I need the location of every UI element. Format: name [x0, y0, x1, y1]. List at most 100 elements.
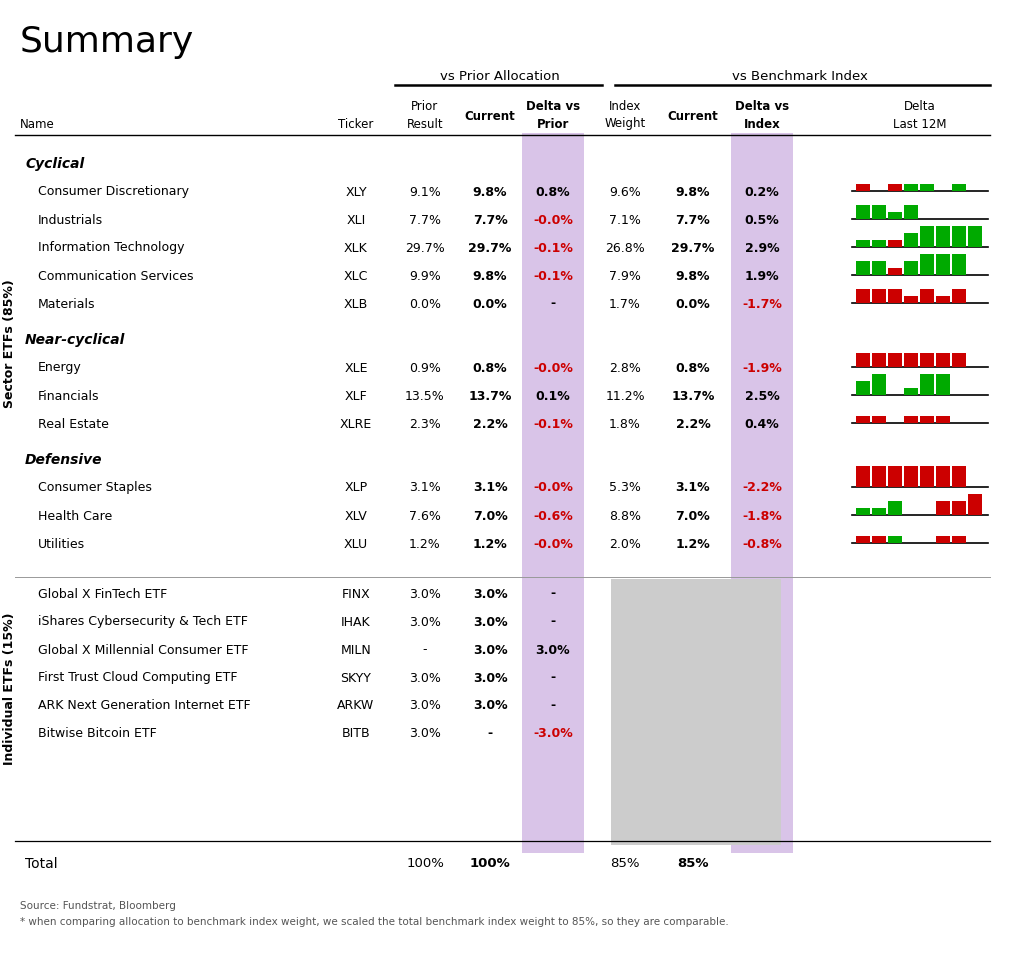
Bar: [952, 290, 966, 304]
Text: 0.0%: 0.0%: [676, 297, 711, 310]
Text: 3.0%: 3.0%: [473, 699, 507, 712]
Bar: [952, 185, 966, 192]
Text: Source: Fundstrat, Bloomberg: Source: Fundstrat, Bloomberg: [20, 900, 176, 910]
Text: 85%: 85%: [610, 857, 640, 869]
Text: 0.0%: 0.0%: [473, 297, 507, 310]
Bar: [856, 537, 870, 543]
Text: 100%: 100%: [407, 857, 444, 869]
Bar: [936, 501, 950, 516]
Text: 0.1%: 0.1%: [536, 389, 570, 402]
Text: 1.2%: 1.2%: [410, 537, 441, 550]
Bar: [952, 467, 966, 488]
Text: Current: Current: [465, 110, 515, 122]
Text: 2.8%: 2.8%: [609, 361, 641, 375]
Text: -1.7%: -1.7%: [742, 297, 782, 310]
Text: -0.6%: -0.6%: [534, 509, 572, 522]
Text: XLP: XLP: [344, 481, 368, 494]
Text: XLE: XLE: [344, 361, 368, 375]
Bar: [936, 537, 950, 543]
Text: 0.8%: 0.8%: [676, 361, 711, 375]
Text: Sector ETFs (85%): Sector ETFs (85%): [3, 279, 16, 408]
Text: -: -: [423, 643, 427, 656]
Text: 2.2%: 2.2%: [473, 417, 507, 430]
Text: 3.0%: 3.0%: [409, 587, 441, 599]
Text: 9.9%: 9.9%: [410, 269, 441, 282]
Text: Name: Name: [20, 117, 54, 131]
Text: Index: Index: [609, 100, 641, 113]
Text: Communication Services: Communication Services: [38, 269, 194, 282]
Text: XLC: XLC: [344, 269, 369, 282]
Text: Ticker: Ticker: [338, 117, 374, 131]
Text: -1.8%: -1.8%: [742, 509, 782, 522]
Bar: [904, 467, 918, 488]
Text: XLU: XLU: [344, 537, 368, 550]
Text: 7.1%: 7.1%: [609, 213, 641, 226]
Text: 11.2%: 11.2%: [605, 389, 645, 402]
Text: Index: Index: [743, 117, 780, 131]
Bar: [904, 233, 918, 248]
Text: 100%: 100%: [470, 857, 510, 869]
Bar: [888, 467, 902, 488]
Text: 1.7%: 1.7%: [609, 297, 641, 310]
Text: 3.1%: 3.1%: [473, 481, 507, 494]
Text: -0.1%: -0.1%: [534, 417, 573, 430]
Text: 2.0%: 2.0%: [609, 537, 641, 550]
Text: Weight: Weight: [604, 117, 645, 131]
Text: BITB: BITB: [342, 727, 371, 740]
Text: 1.2%: 1.2%: [676, 537, 711, 550]
Text: Delta vs: Delta vs: [526, 100, 580, 113]
Text: Industrials: Industrials: [38, 213, 103, 226]
Bar: [888, 537, 902, 543]
Text: XLF: XLF: [345, 389, 368, 402]
Text: -0.1%: -0.1%: [534, 269, 573, 282]
Text: 3.1%: 3.1%: [676, 481, 711, 494]
Bar: [936, 467, 950, 488]
Text: 0.2%: 0.2%: [744, 185, 779, 198]
Text: Near-cyclical: Near-cyclical: [25, 333, 125, 347]
Text: 29.7%: 29.7%: [672, 241, 715, 254]
Text: -: -: [551, 615, 556, 628]
Bar: [904, 389, 918, 395]
Text: 7.7%: 7.7%: [473, 213, 507, 226]
Text: -: -: [551, 699, 556, 712]
Text: 9.8%: 9.8%: [676, 185, 711, 198]
Bar: [920, 290, 934, 304]
Bar: [872, 416, 886, 423]
Bar: [904, 354, 918, 368]
Bar: [872, 290, 886, 304]
Bar: [888, 241, 902, 248]
Text: 0.8%: 0.8%: [536, 185, 570, 198]
Bar: [856, 354, 870, 368]
Bar: [904, 296, 918, 304]
Text: 9.8%: 9.8%: [676, 269, 711, 282]
Text: Defensive: Defensive: [25, 453, 102, 467]
Text: 7.9%: 7.9%: [609, 269, 641, 282]
Bar: [952, 227, 966, 248]
Bar: [856, 206, 870, 220]
Text: 0.5%: 0.5%: [744, 213, 779, 226]
Text: First Trust Cloud Computing ETF: First Trust Cloud Computing ETF: [38, 671, 238, 684]
Text: 0.0%: 0.0%: [409, 297, 441, 310]
Text: FINX: FINX: [342, 587, 371, 599]
Text: 9.1%: 9.1%: [410, 185, 441, 198]
Bar: [920, 227, 934, 248]
Text: Bitwise Bitcoin ETF: Bitwise Bitcoin ETF: [38, 727, 157, 740]
Text: 3.0%: 3.0%: [409, 615, 441, 628]
Text: 9.8%: 9.8%: [473, 185, 507, 198]
Bar: [856, 381, 870, 395]
Text: 29.7%: 29.7%: [468, 241, 512, 254]
Text: 3.1%: 3.1%: [410, 481, 441, 494]
Text: -1.9%: -1.9%: [742, 361, 782, 375]
Bar: [952, 254, 966, 275]
Bar: [936, 354, 950, 368]
Text: -0.1%: -0.1%: [534, 241, 573, 254]
Text: XLK: XLK: [344, 241, 368, 254]
Text: Utilities: Utilities: [38, 537, 85, 550]
Text: 0.8%: 0.8%: [473, 361, 507, 375]
Bar: [936, 296, 950, 304]
Text: Prior: Prior: [412, 100, 438, 113]
Text: Summary: Summary: [20, 25, 195, 59]
Text: -: -: [551, 671, 556, 684]
Text: Real Estate: Real Estate: [38, 417, 109, 430]
Bar: [888, 185, 902, 192]
